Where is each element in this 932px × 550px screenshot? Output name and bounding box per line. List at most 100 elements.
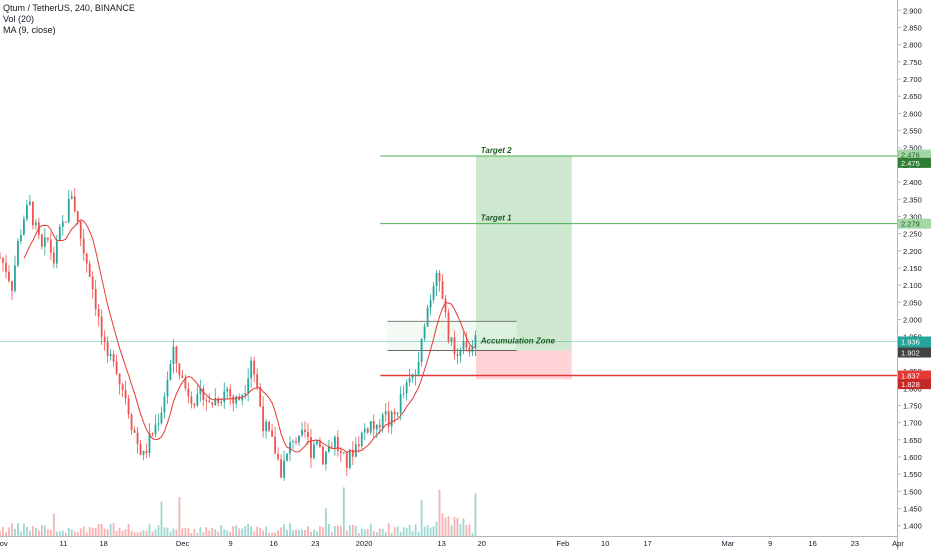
last-price-tag: 1.936 xyxy=(901,338,920,347)
volume-bar xyxy=(115,530,118,536)
candle-body xyxy=(109,354,112,357)
volume-bar xyxy=(384,532,387,536)
candle-body xyxy=(40,234,43,247)
candle-body xyxy=(235,396,238,404)
candle-body xyxy=(274,436,276,454)
price-tick-label: 2.000 xyxy=(903,316,922,325)
time-tick-label: 18 xyxy=(99,539,107,548)
candle-body xyxy=(115,361,118,374)
volume-bar xyxy=(319,526,321,536)
candle-body xyxy=(217,398,220,403)
candle-body xyxy=(151,433,154,435)
candle-body xyxy=(339,450,342,454)
candle-body xyxy=(202,388,205,400)
time-tick-label: 2020 xyxy=(356,539,373,548)
candle-body xyxy=(85,253,88,264)
candle-body xyxy=(450,337,453,342)
candle-body xyxy=(73,196,76,212)
volume-bar xyxy=(79,528,82,536)
volume-bar xyxy=(420,499,423,536)
volume-bar xyxy=(23,523,25,536)
candle-body xyxy=(14,265,16,291)
target1-tag-bg xyxy=(898,218,931,229)
candle-body xyxy=(223,391,226,402)
candle-body xyxy=(453,337,456,355)
volume-bar xyxy=(229,531,232,536)
candle-body xyxy=(292,441,294,443)
volume-bar xyxy=(292,530,294,536)
candle-body xyxy=(214,398,217,405)
candle-body xyxy=(289,442,291,454)
price-axis[interactable]: 1.400 1.450 1.500 1.550 1.600 1.650 1.700 1.750… xyxy=(897,0,932,550)
candle-body xyxy=(307,431,309,438)
time-axis[interactable]: Nov 11 18 Dec 9 16 23 2020 13 20 Feb 10 17 Mar 9 16 23 Ap… xyxy=(0,536,904,549)
candle-body xyxy=(384,411,387,415)
candle-body xyxy=(354,444,357,457)
candle-body xyxy=(193,403,196,406)
volume-bar xyxy=(112,523,115,536)
symbol-title[interactable]: Qtum / TetherUS, 240, BINANCE xyxy=(3,3,135,13)
volume-bar xyxy=(381,528,384,536)
volume-bar xyxy=(351,524,354,536)
candle-body xyxy=(184,377,187,389)
candle-body xyxy=(244,393,247,395)
volume-indicator-label[interactable]: Vol (20) xyxy=(3,14,35,24)
time-tick-label: Mar xyxy=(721,539,734,548)
price-tags: 2.4762.4752.2791.93602:49:091.9021.8371.… xyxy=(898,149,931,390)
volume-bar xyxy=(196,532,199,536)
candle-body xyxy=(259,387,262,407)
ma-indicator-label[interactable]: MA (9, close) xyxy=(3,25,56,35)
volume-bar xyxy=(432,526,435,536)
candle-body xyxy=(280,459,282,478)
candle-body xyxy=(271,430,273,437)
volume-bar xyxy=(130,530,133,536)
volume-bar xyxy=(387,523,390,536)
volume-bar xyxy=(295,529,297,536)
target2-entry-tag-bg xyxy=(898,157,931,168)
volume-bar xyxy=(450,525,453,536)
volume-bar xyxy=(40,525,43,536)
volume-bar xyxy=(0,530,1,536)
volume-bar xyxy=(453,517,456,536)
candle-body xyxy=(387,411,390,427)
volume-bar xyxy=(429,527,432,536)
volume-bar xyxy=(211,528,214,536)
volume-bar xyxy=(175,529,178,536)
candle-body xyxy=(393,411,396,415)
volume-bar xyxy=(360,528,363,536)
candle-body xyxy=(145,450,148,453)
volume-bar xyxy=(97,524,100,536)
drawing-labels: Target 2 Target 1 Accumulation Zone xyxy=(480,146,556,346)
volume-bar xyxy=(366,529,369,536)
candle-body xyxy=(423,326,426,339)
time-tick-label: 20 xyxy=(478,539,486,548)
volume-bar xyxy=(109,524,112,536)
candle-body xyxy=(342,452,345,454)
volume-bar xyxy=(172,528,175,536)
volume-bar xyxy=(181,528,184,536)
candle-body xyxy=(8,271,10,282)
price-tick-label: 2.800 xyxy=(903,41,922,50)
price-tick-label: 1.550 xyxy=(903,470,922,479)
candle-body xyxy=(351,449,354,457)
price-tick-label: 2.250 xyxy=(903,230,922,239)
volume-bar xyxy=(82,526,85,536)
volume-bar xyxy=(283,524,285,536)
accumulation-zone-box xyxy=(387,321,517,351)
volume-bar xyxy=(316,531,318,536)
candle-body xyxy=(304,429,306,432)
price-tick-label: 1.750 xyxy=(903,401,922,410)
candle-body xyxy=(372,421,375,430)
volume-bar xyxy=(322,527,324,536)
candle-body xyxy=(82,238,85,254)
volume-bar xyxy=(444,517,447,536)
volume-bar xyxy=(396,526,399,536)
candle-body xyxy=(175,346,178,364)
candle-body xyxy=(462,340,465,350)
candle-body xyxy=(17,240,19,266)
time-tick-label: 23 xyxy=(311,539,319,548)
price-axis-panel xyxy=(897,0,932,550)
candle-body xyxy=(328,446,330,452)
candle-body xyxy=(199,388,202,395)
